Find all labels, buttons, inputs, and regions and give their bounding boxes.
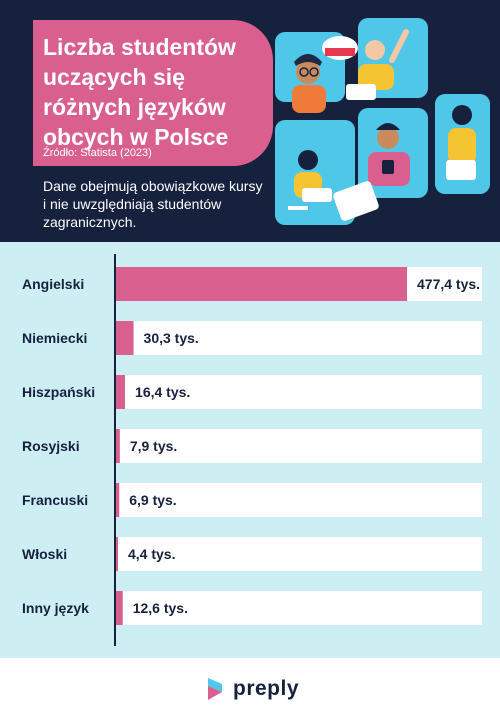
- chart-area: Angielski 477,4 tys. Niemiecki 30,3 tys. His…: [0, 242, 500, 658]
- source-note: Źródło: Statista (2023): [43, 147, 152, 159]
- bar-0: [115, 267, 408, 301]
- preply-logo-icon: [208, 678, 222, 700]
- brand-logo: preply: [205, 676, 299, 702]
- footer: [0, 658, 500, 715]
- bar-cap-0: [373, 267, 408, 301]
- data-note: Dane obejmują obowiązkowe kursy i nie uw…: [43, 178, 263, 230]
- page-title: Liczba studentów uczących się różnych ję…: [43, 34, 236, 150]
- bar-5: [115, 537, 118, 571]
- bar-3: [115, 429, 120, 463]
- bar-6: [115, 591, 123, 625]
- value-label: 4,4 tys.: [128, 546, 175, 562]
- header-panel: Liczba studentów uczących się różnych ję…: [0, 0, 500, 242]
- value-label: 6,9 tys.: [129, 492, 176, 508]
- bar-track: [115, 537, 482, 571]
- bar-4: [115, 483, 120, 517]
- category-label: Niemiecki: [22, 330, 87, 346]
- category-label: Hiszpański: [22, 384, 95, 400]
- bar-track: [115, 483, 482, 517]
- bar-chart: Angielski 477,4 tys. Niemiecki 30,3 tys. His…: [22, 254, 482, 646]
- brand-name: preply: [233, 677, 300, 700]
- category-label: Włoski: [22, 546, 67, 562]
- bar-track: [115, 591, 482, 625]
- bar-1: [115, 321, 134, 355]
- value-label: 7,9 tys.: [130, 438, 177, 454]
- title-banner: [33, 20, 273, 166]
- bar-2: [115, 375, 126, 409]
- bar-track: [115, 321, 482, 355]
- value-label: 16,4 tys.: [135, 384, 190, 400]
- bar-track: [115, 429, 482, 463]
- value-label: 477,4 tys.: [417, 276, 480, 292]
- value-label: 12,6 tys.: [133, 600, 188, 616]
- bar-track: [115, 375, 482, 409]
- category-label: Francuski: [22, 492, 88, 508]
- category-label: Rosyjski: [22, 438, 80, 454]
- category-label: Inny język: [22, 600, 89, 616]
- category-label: Angielski: [22, 276, 84, 292]
- students-illustration: [275, 18, 490, 225]
- value-label: 30,3 tys.: [144, 330, 199, 346]
